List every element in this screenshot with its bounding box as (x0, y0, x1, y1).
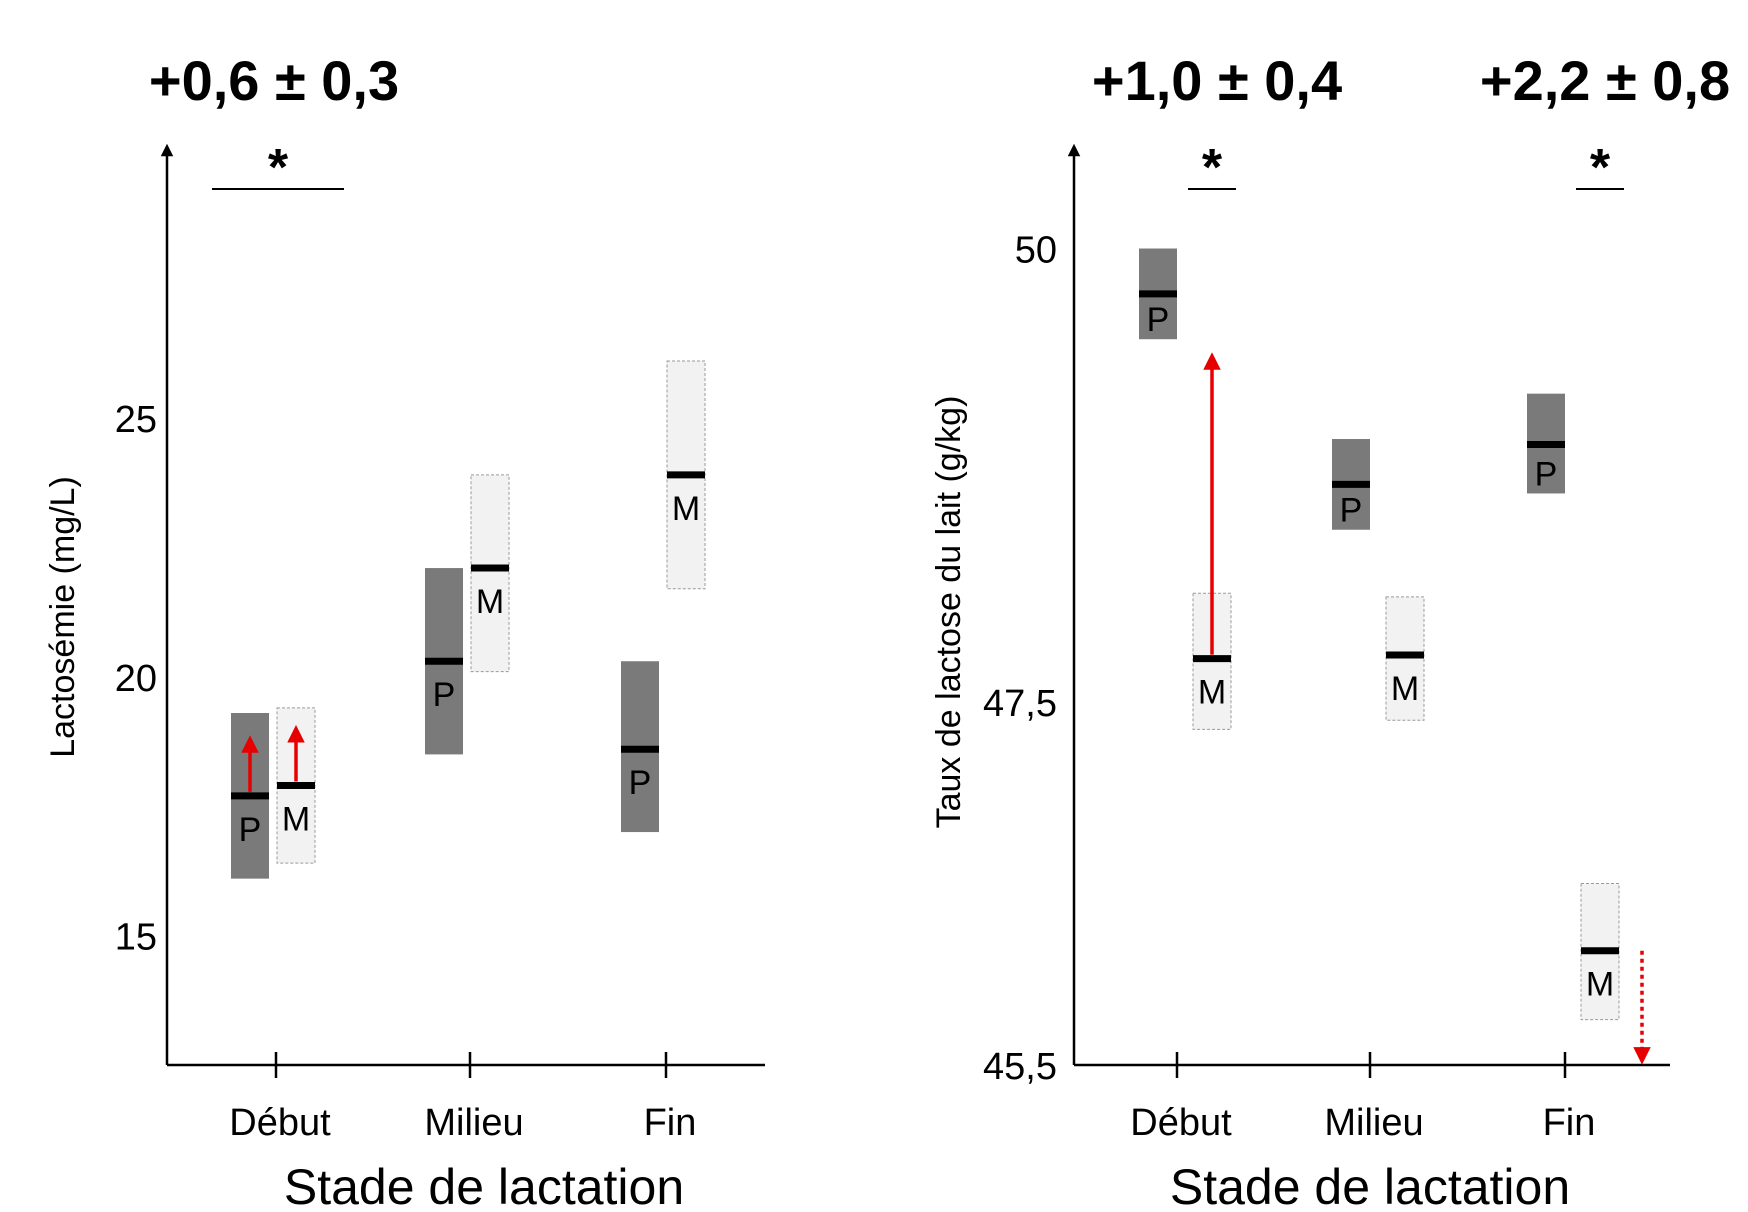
y-tick-label: 47,5 (983, 683, 1057, 725)
box-rect (470, 474, 510, 673)
box-label: M (672, 490, 700, 528)
box-P-fin: P (621, 661, 659, 833)
x-axis-title: Stade de lactation (1170, 1159, 1570, 1212)
box-label: P (1340, 492, 1363, 530)
box-P-début: P (1139, 248, 1177, 340)
x-tick-label: Début (229, 1102, 331, 1144)
box-label: M (1586, 966, 1614, 1004)
box-label: P (1535, 455, 1558, 493)
significance-star: * (1590, 139, 1611, 197)
box-M-fin: M (666, 360, 706, 590)
box-M-milieu: M (470, 474, 510, 673)
box-label: M (1391, 670, 1419, 708)
box-label: P (629, 764, 652, 802)
box-P-fin: P (1527, 393, 1565, 494)
box-label: M (476, 583, 504, 621)
box-label: P (1147, 301, 1170, 339)
box-M-début: M (1192, 592, 1232, 730)
box-M-milieu: M (1385, 596, 1425, 721)
significance-star: * (268, 139, 289, 197)
box-P-milieu: P (1332, 439, 1370, 530)
significance-star: * (1202, 139, 1223, 197)
box-M-début: M (276, 707, 316, 864)
box-M-fin: M (1580, 883, 1620, 1021)
y-tick-label: 45,5 (983, 1046, 1057, 1088)
box-label: P (433, 676, 456, 714)
y-tick-label: 25 (115, 399, 157, 441)
box-label: M (282, 800, 310, 838)
box-label: P (239, 811, 262, 849)
taux-lactose-chart: 45,5 47,5 50 Début Milieu Fin P P P M M M +1,0 ± … (930, 49, 1730, 1212)
effect-size-label: +2,2 ± 0,8 (1480, 49, 1730, 112)
box-P-début: P (231, 713, 269, 879)
x-tick-label: Fin (1543, 1102, 1596, 1144)
x-tick-label: Milieu (1324, 1102, 1423, 1144)
box-rect (1385, 596, 1425, 721)
x-tick-label: Fin (644, 1102, 697, 1144)
y-axis-title: Taux de lactose du lait (g/kg) (930, 396, 968, 829)
y-tick-label: 15 (115, 917, 157, 959)
y-tick-label: 50 (1015, 230, 1057, 272)
x-tick-label: Début (1130, 1102, 1232, 1144)
box-P-milieu: P (425, 568, 463, 755)
y-axis-title: Lactosémie (mg/L) (44, 476, 82, 758)
y-tick-label: 20 (115, 658, 157, 700)
box-label: M (1198, 674, 1226, 712)
x-tick-label: Milieu (424, 1102, 523, 1144)
x-axis-title: Stade de lactation (284, 1159, 684, 1212)
effect-size-label: +1,0 ± 0,4 (1092, 49, 1342, 112)
effect-size-label: +0,6 ± 0,3 (149, 49, 399, 112)
